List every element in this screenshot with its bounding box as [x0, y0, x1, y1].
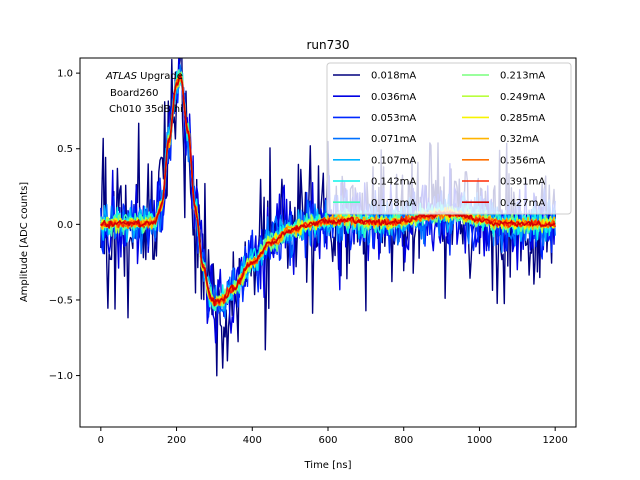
series-layer — [100, 58, 556, 377]
y-tick-label: −0.5 — [49, 295, 73, 306]
legend-label: 0.018mA — [371, 71, 416, 82]
annotation-line-3: Ch010 35dB hi — [109, 104, 183, 115]
upgrade-label: Upgrade — [137, 71, 183, 82]
y-axis-label: Amplitude [ADC counts] — [19, 182, 30, 302]
x-tick-label: 1000 — [467, 435, 492, 446]
annotation-line-2: Board260 — [110, 88, 158, 99]
legend-label: 0.036mA — [371, 92, 416, 103]
atlas-label: ATLAS — [105, 71, 138, 82]
chart-title: run730 — [306, 38, 349, 52]
legend-label: 0.285mA — [500, 113, 545, 124]
y-tick-label: 0.0 — [57, 220, 73, 231]
legend-label: 0.213mA — [500, 71, 545, 82]
y-tick-label: 0.5 — [57, 144, 73, 155]
legend-label: 0.178mA — [371, 198, 416, 209]
legend-label: 0.071mA — [371, 134, 416, 145]
legend-label: 0.32mA — [500, 134, 539, 145]
legend-label: 0.427mA — [500, 198, 545, 209]
y-tick-label: 1.0 — [57, 69, 73, 80]
x-axis-label: Time [ns] — [303, 460, 351, 471]
x-tick-label: 400 — [243, 435, 262, 446]
legend-label: 0.142mA — [371, 177, 416, 188]
x-tick-label: 0 — [98, 435, 104, 446]
x-tick-label: 600 — [318, 435, 337, 446]
legend: 0.018mA 0.036mA 0.053mA 0.071mA 0.107mA 0.142… — [326, 62, 572, 215]
x-axis: 0 200 400 600 800 1000 1200 — [98, 427, 568, 446]
x-tick-label: 800 — [394, 435, 413, 446]
legend-label: 0.391mA — [500, 177, 545, 188]
legend-label: 0.107mA — [371, 155, 416, 166]
annotation-line-1: ATLAS Upgrade — [105, 71, 183, 82]
x-tick-label: 200 — [167, 435, 186, 446]
legend-label: 0.249mA — [500, 92, 545, 103]
series-line — [100, 74, 556, 307]
atlas-annotation: ATLAS Upgrade Board260 Ch010 35dB hi — [105, 71, 183, 115]
y-tick-label: −1.0 — [49, 371, 73, 382]
legend-box — [326, 62, 572, 215]
legend-label: 0.053mA — [371, 113, 416, 124]
legend-label: 0.356mA — [500, 155, 545, 166]
x-tick-label: 1200 — [542, 435, 567, 446]
y-axis: −1.0 −0.5 0.0 0.5 1.0 — [49, 69, 80, 382]
